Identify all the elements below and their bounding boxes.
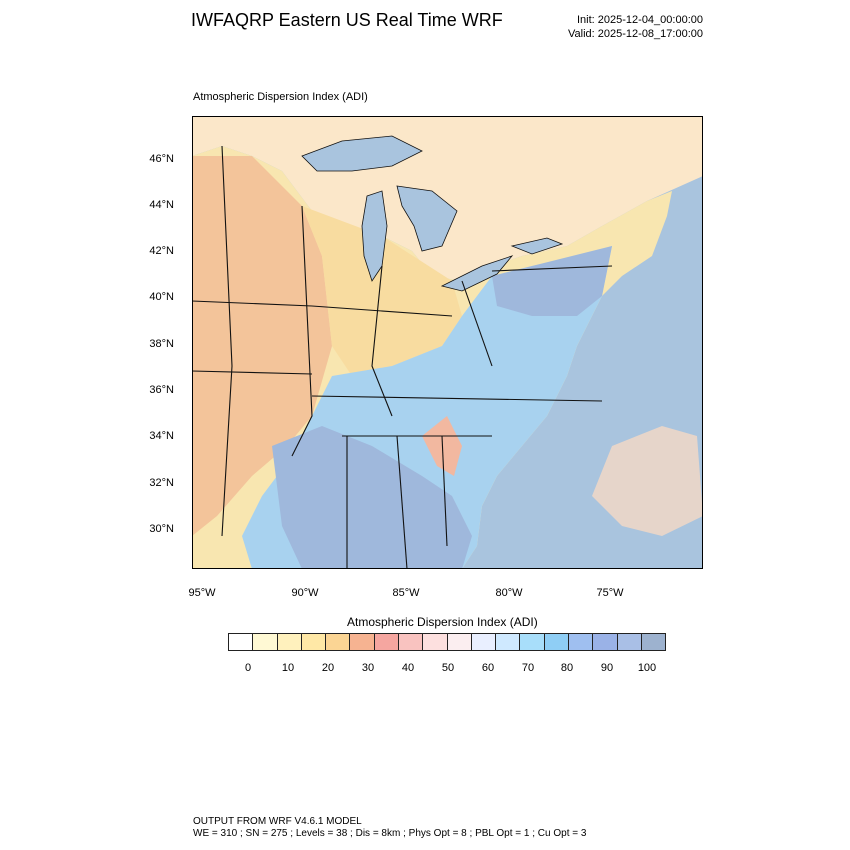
lake-erie (440, 255, 514, 292)
state-borders (192, 145, 613, 569)
lon-tick-label: 85°W (392, 587, 420, 599)
footer-line-model: OUTPUT FROM WRF V4.6.1 MODEL (193, 816, 362, 827)
lat-tick-label: 42°N (149, 245, 174, 257)
colorbar-swatch (617, 634, 642, 650)
model-footer: OUTPUT FROM WRF V4.6.1 MODEL WE = 310 ; … (193, 816, 586, 840)
colorbar-label: 80 (560, 662, 574, 674)
colorbar-label: 20 (321, 662, 335, 674)
colorbar-label: 90 (600, 662, 614, 674)
lat-tick-label: 30°N (149, 523, 174, 535)
colorbar-swatch (496, 634, 521, 650)
colorbar-label: 70 (521, 662, 535, 674)
colorbar-title: Atmospheric Dispersion Index (ADI) (347, 615, 538, 629)
colorbar-label: 30 (361, 662, 375, 674)
colorbar-swatch (520, 634, 545, 650)
colorbar-swatch (423, 634, 448, 650)
lon-tick-label: 90°W (291, 587, 319, 599)
colorbar-label: 40 (401, 662, 415, 674)
lat-tick-label: 32°N (149, 477, 174, 489)
lon-tick-label: 75°W (596, 587, 624, 599)
init-time: Init: 2025-12-04_00:00:00 (577, 14, 703, 26)
colorbar-label: 100 (637, 662, 657, 674)
colorbar-swatch (398, 634, 424, 650)
very-high-adi-region-northeast (492, 246, 612, 316)
colorbar-swatch (374, 634, 399, 650)
colorbar-swatch (326, 634, 351, 650)
ocean-warm-patch (592, 426, 703, 536)
lake-superior (301, 135, 423, 172)
plot-variable-label: Atmospheric Dispersion Index (ADI) (193, 91, 368, 103)
lake-huron (396, 185, 458, 252)
colorbar-swatch (301, 634, 327, 650)
colorbar-swatch (229, 634, 254, 650)
lon-tick-label: 95°W (188, 587, 216, 599)
colorbar-swatch (544, 634, 569, 650)
colorbar-swatch (471, 634, 497, 650)
map-frame (192, 116, 703, 569)
chart-title: IWFAQRP Eastern US Real Time WRF (191, 10, 503, 30)
lat-tick-label: 44°N (149, 199, 174, 211)
colorbar-swatch (253, 634, 278, 650)
colorbar-swatch (350, 634, 375, 650)
colorbar (228, 633, 666, 651)
lat-tick-label: 46°N (149, 153, 174, 165)
lat-tick-label: 38°N (149, 338, 174, 350)
colorbar-swatch (447, 634, 472, 650)
colorbar-label: 50 (441, 662, 455, 674)
colorbar-swatch (593, 634, 618, 650)
lat-tick-label: 36°N (149, 384, 174, 396)
init-valid-times: Init: 2025-12-04_00:00:00 Valid: 2025-12… (568, 13, 703, 41)
lake-ontario (510, 237, 564, 255)
lat-tick-label: 34°N (149, 430, 174, 442)
lake-michigan (361, 190, 388, 282)
footer-line-config: WE = 310 ; SN = 275 ; Levels = 38 ; Dis … (193, 828, 587, 839)
lon-tick-label: 80°W (495, 587, 523, 599)
valid-time: Valid: 2025-12-08_17:00:00 (568, 28, 703, 40)
very-high-adi-region (272, 426, 472, 569)
colorbar-swatch (277, 634, 302, 650)
mid-adi-region-midwest (302, 206, 462, 376)
lat-tick-label: 40°N (149, 291, 174, 303)
colorbar-label: 10 (281, 662, 295, 674)
colorbar-swatch (568, 634, 594, 650)
adi-map (192, 116, 703, 569)
colorbar-swatch (641, 634, 666, 650)
colorbar-label: 0 (244, 662, 252, 674)
colorbar-label: 60 (481, 662, 495, 674)
